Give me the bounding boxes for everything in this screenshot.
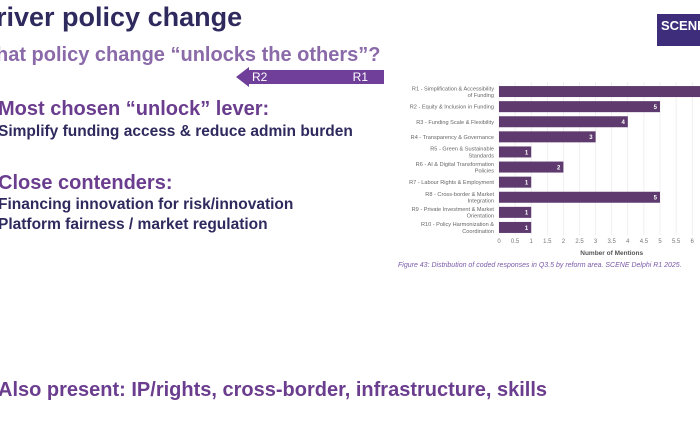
category-label: Coordination [462, 229, 494, 235]
most-chosen-heading: Most chosen “unlock” lever: [0, 98, 270, 120]
bar-chart: 00.511.522.533.544.555.566.5Number of Me… [409, 82, 700, 257]
contender-item: Platform fairness / market regulation [0, 216, 268, 233]
category-label: R2 - Equity & Inclusion in Funding [410, 105, 494, 111]
contenders-heading: Close contenders: [0, 172, 173, 194]
bar-value-label: 1 [525, 180, 529, 186]
x-tick-label: 2.5 [575, 239, 584, 245]
x-tick-label: 0.5 [511, 239, 520, 245]
contender-item: Financing innovation for risk/innovation [0, 196, 294, 213]
bar-value-label: 1 [525, 211, 529, 217]
bar-value-label: 2 [557, 165, 561, 171]
bar [499, 176, 532, 188]
bar-value-label: 1 [525, 150, 529, 156]
category-label: R7 - Labour Rights & Employment [409, 180, 494, 186]
r2-r1-arrow: R2 R1 [236, 67, 384, 87]
category-label: R3 - Funding Scale & Flexibility [416, 120, 494, 126]
x-tick-label: 3 [594, 239, 598, 245]
arrow-left-label: R2 [252, 70, 268, 84]
x-axis-label: Number of Mentions [580, 250, 643, 257]
slide-title: river policy change [0, 2, 243, 32]
bar [499, 86, 700, 98]
category-label: R4 - Transparency & Governance [411, 135, 494, 141]
category-label: Orientation [467, 214, 494, 220]
bar [499, 161, 564, 173]
x-tick-label: 3.5 [608, 239, 617, 245]
bar [499, 131, 596, 143]
arrow-right-label: R1 [352, 70, 368, 84]
bar-value-label: 5 [654, 105, 658, 111]
x-tick-label: 1 [530, 239, 534, 245]
category-label: R6 - AI & Digital Transformation [416, 162, 494, 168]
bar [499, 146, 532, 158]
x-tick-label: 4.5 [640, 239, 649, 245]
arrow-body [248, 70, 384, 84]
category-label: R9 - Private Investment & Market [412, 207, 495, 213]
category-label: R5 - Green & Sustainable [430, 147, 494, 153]
x-tick-label: 4 [626, 239, 630, 245]
slide-subtitle: hat policy change “unlocks the others”? [0, 44, 381, 66]
x-tick-label: 5.5 [672, 239, 681, 245]
x-tick-label: 0 [497, 239, 501, 245]
bar-value-label: 3 [589, 135, 593, 141]
x-tick-label: 6 [691, 239, 695, 245]
x-tick-label: 2 [562, 239, 566, 245]
x-tick-label: 5 [658, 239, 662, 245]
most-chosen-text: Simplify funding access & reduce admin b… [0, 123, 353, 140]
category-label: R10 - Policy Harmonization & [421, 222, 494, 228]
bar [499, 221, 532, 233]
also-present-text: Also present: IP/rights, cross-border, i… [0, 379, 548, 401]
category-label: Policies [475, 168, 494, 174]
bar [499, 191, 660, 203]
bar-value-label: 1 [525, 226, 529, 232]
arrow-head-icon [236, 67, 249, 87]
category-label: R8 - Cross-border & Market [425, 192, 494, 198]
figure-caption: Figure 43: Distribution of coded respons… [398, 262, 682, 269]
scene-logo: SCENE [657, 14, 700, 46]
bar-value-label: 5 [654, 196, 658, 202]
category-label: R1 - Simplification & Accessibility [412, 86, 494, 92]
category-label: Integration [468, 199, 494, 205]
bar [499, 206, 532, 218]
category-label: of Funding [468, 93, 494, 99]
bar [499, 101, 660, 113]
bar-value-label: 4 [621, 120, 625, 126]
bar [499, 116, 628, 128]
x-tick-label: 1.5 [543, 239, 552, 245]
category-label: Standards [469, 153, 495, 159]
